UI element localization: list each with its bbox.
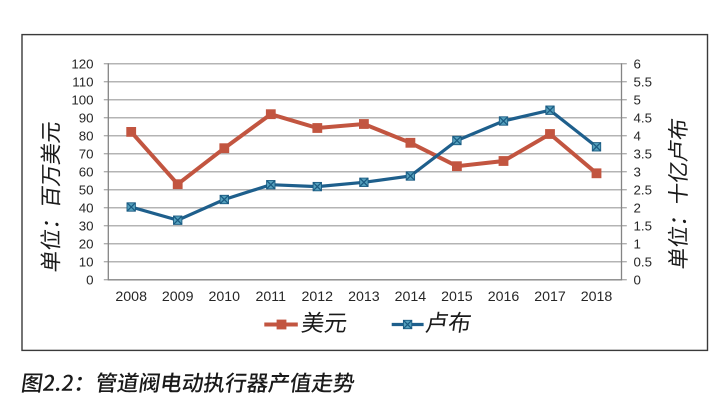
svg-text:60: 60: [79, 165, 94, 180]
svg-text:3: 3: [634, 165, 641, 180]
svg-text:20: 20: [79, 237, 94, 252]
svg-text:2: 2: [634, 201, 641, 216]
svg-text:30: 30: [79, 219, 94, 234]
svg-text:2016: 2016: [488, 289, 520, 305]
svg-text:0: 0: [86, 273, 93, 288]
svg-text:110: 110: [72, 75, 93, 90]
svg-text:1.5: 1.5: [634, 219, 653, 234]
svg-text:80: 80: [79, 129, 94, 144]
svg-text:2012: 2012: [302, 289, 334, 305]
svg-text:50: 50: [79, 183, 94, 198]
svg-text:1: 1: [634, 237, 641, 252]
svg-text:2014: 2014: [395, 289, 427, 305]
svg-text:100: 100: [71, 93, 93, 108]
svg-text:2010: 2010: [209, 289, 241, 305]
svg-text:10: 10: [79, 255, 94, 270]
svg-text:3.5: 3.5: [634, 147, 653, 162]
svg-text:5: 5: [634, 93, 641, 108]
svg-text:0: 0: [634, 273, 641, 288]
svg-text:2011: 2011: [256, 289, 287, 305]
svg-text:70: 70: [79, 147, 94, 162]
svg-text:6: 6: [634, 57, 641, 72]
svg-text:2017: 2017: [534, 289, 566, 305]
svg-text:2.5: 2.5: [634, 183, 653, 198]
svg-text:2013: 2013: [348, 289, 380, 305]
svg-text:2018: 2018: [581, 289, 613, 305]
svg-text:90: 90: [79, 111, 94, 126]
svg-text:4: 4: [634, 129, 641, 144]
svg-text:40: 40: [79, 201, 94, 216]
svg-text:2008: 2008: [115, 289, 147, 305]
svg-text:120: 120: [71, 57, 93, 72]
svg-text:4.5: 4.5: [634, 111, 653, 126]
svg-text:0.5: 0.5: [634, 255, 653, 270]
svg-text:2015: 2015: [441, 289, 473, 305]
svg-text:2009: 2009: [162, 289, 194, 305]
svg-text:5.5: 5.5: [634, 75, 653, 90]
